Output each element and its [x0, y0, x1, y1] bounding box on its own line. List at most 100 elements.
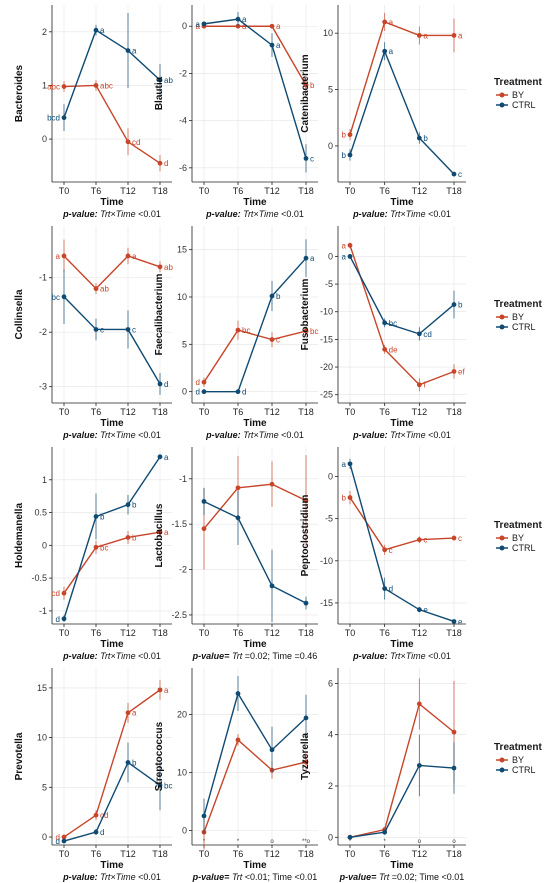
legend: Treatment BY CTRL [494, 742, 542, 775]
data-point-ctrl [235, 691, 241, 696]
p-value-term: Trt×Time [100, 430, 136, 440]
data-point-by [347, 495, 353, 500]
data-point-ctrl [157, 454, 163, 460]
y-tick-label: 2 [42, 27, 47, 37]
data-point-ctrl [416, 331, 422, 337]
significance-letter: b [458, 301, 463, 310]
legend-key-by-point [499, 757, 505, 763]
legend-label-ctrl: CTRL [512, 765, 536, 775]
y-tick-label: 0 [42, 540, 47, 550]
data-point-ctrl [201, 21, 207, 27]
significance-letter: d [389, 585, 393, 594]
data-point-ctrl [125, 48, 131, 53]
data-point-by [235, 737, 241, 743]
p-value-label: p-value: [205, 209, 243, 219]
x-axis-title: Time [243, 418, 267, 429]
y-tick-label: -2.5 [171, 610, 187, 620]
x-tick-label: T18 [446, 407, 462, 417]
significance-letter: a [132, 709, 137, 718]
series-line-by [349, 702, 455, 838]
x-axis-title: Time [390, 860, 414, 871]
significance-letter: a [458, 31, 463, 40]
y-tick-label: 0 [328, 472, 333, 482]
p-value-label: p-value: [62, 209, 100, 219]
data-point-ctrl [61, 294, 67, 300]
significance-letter: c [389, 546, 393, 555]
y-axis-title: Blautia [154, 76, 165, 110]
y-tick-label: 6 [328, 678, 333, 688]
data-point-by [61, 834, 67, 840]
p-value-result: =0.02; Time =0.46 [242, 651, 317, 661]
x-tick-label: T18 [152, 849, 168, 859]
chart-panel: -25 -20 -15 -10 -5 0 T0 T6 T12 T18 Time Fusobacteri… [300, 226, 466, 440]
y-tick-label: -15 [320, 598, 333, 608]
significance-letter: cd [52, 589, 60, 598]
x-axis-title: Time [100, 860, 124, 871]
data-point-ctrl [451, 619, 457, 624]
data-point-ctrl [269, 42, 275, 48]
y-axis-title: Fusobacterium [300, 279, 311, 351]
significance-letter: a [342, 252, 347, 261]
series-line-ctrl [349, 463, 455, 623]
legend-key-ctrl-point [499, 545, 505, 551]
data-point-ctrl [382, 586, 388, 591]
y-tick-label: 20 [177, 709, 187, 719]
x-tick-label: T12 [412, 628, 428, 638]
y-tick-label: -1 [179, 474, 187, 484]
data-point-ctrl [157, 381, 163, 387]
x-axis-title: Time [390, 197, 414, 208]
chart-panel: -1 -0.5 0 0.5 1 T0 T6 T12 T18 Time Holdemanella p-v… [14, 447, 172, 661]
legend-key-ctrl-point [499, 767, 505, 773]
data-point-ctrl [347, 461, 353, 467]
y-tick-label: 10 [177, 767, 187, 777]
data-point-by [416, 701, 422, 707]
data-point-ctrl [269, 293, 275, 299]
significance-mark: o [418, 839, 422, 845]
data-point-ctrl [382, 829, 388, 835]
y-tick-label: 15 [37, 683, 47, 693]
significance-letter: a [389, 47, 394, 56]
data-point-ctrl [235, 389, 241, 395]
legend-label-ctrl: CTRL [512, 322, 536, 332]
significance-letter: cd [423, 330, 431, 339]
x-axis-title: Time [243, 197, 267, 208]
legend-key-by-point [499, 535, 505, 541]
significance-letter: bc [52, 293, 60, 302]
y-tick-label: 5 [42, 782, 47, 792]
data-point-ctrl [416, 763, 422, 768]
p-value-result: <0.01; Time <0.01 [242, 872, 317, 882]
p-value-term: Trt×Time [390, 430, 426, 440]
significance-letter: d [100, 828, 104, 837]
p-value-result: <0.01 [426, 430, 451, 440]
y-tick-label: -20 [320, 362, 333, 372]
series-line-ctrl [349, 256, 455, 335]
y-tick-label: -6 [179, 163, 187, 173]
p-value-term: Trt×Time [100, 651, 136, 661]
data-point-by [235, 485, 241, 491]
data-point-by [61, 253, 67, 259]
series-line-by [63, 84, 161, 164]
data-point-by [93, 286, 99, 292]
p-value-label: p-value: [352, 651, 390, 661]
data-point-ctrl [235, 16, 241, 22]
chart-panel: -3 -2 -1 T0 T6 T12 T18 Time Collinsella p-value: … [14, 226, 173, 440]
p-value-term: Trt [232, 651, 243, 661]
chart-panel: 0 5 10 15 T0 T6 T12 T18 Time Faecalibacterium p-va… [154, 226, 318, 440]
x-tick-label: T6 [379, 407, 390, 417]
y-tick-label: 0 [182, 21, 187, 31]
data-point-ctrl [382, 48, 388, 54]
legend-label-by: BY [512, 533, 524, 543]
y-tick-label: 0 [42, 134, 47, 144]
legend-label-ctrl: CTRL [512, 543, 536, 553]
y-axis-title: Streptococcus [154, 721, 165, 791]
chart-panel: 0 5 10 T0 T6 T12 T18 Time Catenibacterium p-value… [300, 5, 466, 219]
significance-letter: b [132, 758, 137, 767]
series-line-by [63, 531, 161, 594]
y-axis-title: Collinsella [14, 289, 25, 339]
legend-title: Treatment [494, 77, 542, 88]
significance-letter: ef [458, 367, 465, 376]
significance-letter: c [423, 536, 427, 545]
legend-title: Treatment [494, 299, 542, 310]
data-point-ctrl [125, 502, 131, 508]
